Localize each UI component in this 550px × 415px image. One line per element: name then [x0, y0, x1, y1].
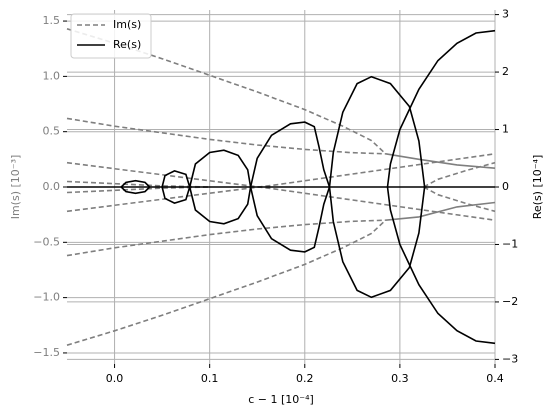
series-line — [66, 161, 496, 221]
y-tick-label: 0.5 — [43, 125, 61, 138]
x-tick-label: 0.3 — [391, 372, 409, 385]
series-line — [66, 117, 386, 155]
y-tick-label: −1.0 — [33, 291, 60, 304]
y-tick-label: −0.5 — [33, 235, 60, 248]
y-tick-label: 1.5 — [43, 14, 61, 27]
y2-tick-label: 2 — [502, 65, 509, 78]
y2-tick-label: 3 — [502, 8, 509, 21]
y2-tick-label: −1 — [502, 237, 518, 250]
y2-tick-label: 1 — [502, 123, 509, 136]
series-line — [423, 186, 496, 213]
series-line — [66, 219, 387, 346]
series-line — [328, 75, 426, 299]
legend-label: Re(s) — [113, 38, 141, 51]
y-tick-label: 1.0 — [43, 69, 61, 82]
y2-tick-label: −3 — [502, 352, 518, 365]
x-tick-label: 0.4 — [486, 372, 504, 385]
series-line — [120, 179, 151, 195]
series-line — [386, 29, 496, 345]
x-tick-label: 0.1 — [201, 372, 219, 385]
series-line — [385, 153, 496, 169]
series-line — [66, 219, 386, 257]
y2-tick-label: 0 — [502, 180, 509, 193]
x-tick-label: 0.2 — [296, 372, 314, 385]
y2-tick-label: −2 — [502, 295, 518, 308]
y-tick-label: 0.0 — [43, 180, 61, 193]
legend-label: Im(s) — [113, 18, 141, 31]
legend-box — [70, 13, 152, 59]
series-line — [385, 201, 496, 221]
series-line — [423, 161, 496, 188]
x-tick-label: 0.0 — [106, 372, 124, 385]
y-tick-label: −1.5 — [33, 346, 60, 359]
y-axis-label: Im(s) [10⁻³] — [9, 155, 22, 220]
series-line — [66, 153, 496, 213]
x-axis-label: c − 1 [10⁻⁴] — [248, 393, 314, 406]
y2-axis-label: Re(s) [10⁻⁴] — [531, 155, 544, 220]
